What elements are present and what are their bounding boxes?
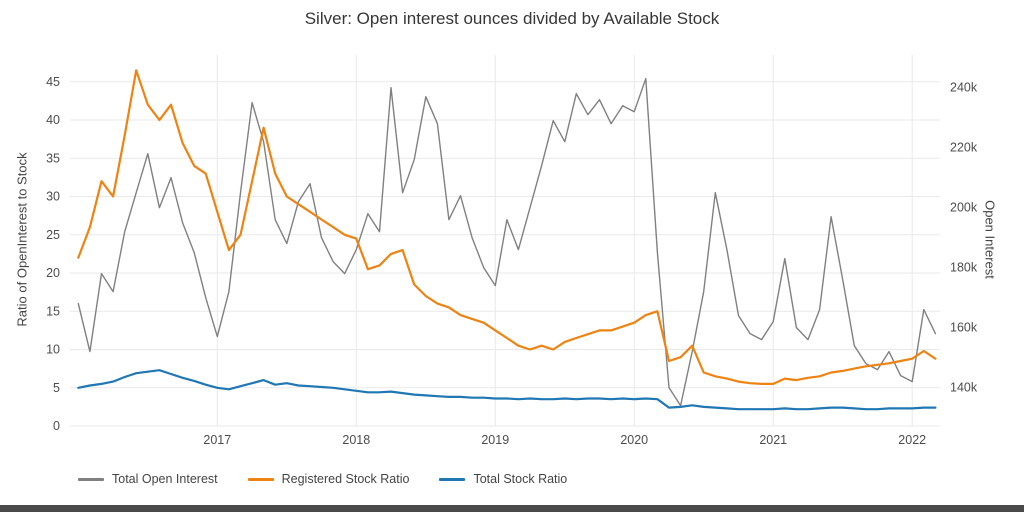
y-axis-left-tick-label: 30 [46,190,60,204]
bottom-edge [0,505,1024,512]
x-axis-tick-label: 2017 [203,433,231,447]
y-axis-left-tick-label: 45 [46,75,60,89]
series-line-total-open-interest [77,77,937,407]
y-axis-left-tick-label: 40 [46,113,60,127]
y-axis-right-tick-label: 240k [950,81,978,95]
legend-label: Registered Stock Ratio [281,472,410,486]
x-axis-tick-label: 2019 [481,433,509,447]
legend-swatch [439,477,466,481]
y-axis-right-tick-label: 160k [950,321,978,335]
legend-swatch [247,477,274,481]
x-axis-tick-label: 2021 [759,433,787,447]
legend-label: Total Stock Ratio [473,472,568,486]
y-axis-left-tick-label: 25 [46,228,60,242]
y-axis-left-tick-label: 10 [46,343,60,357]
legend-swatch [78,477,104,481]
legend-item-registered-stock-ratio[interactable]: Registered Stock Ratio [247,472,410,486]
y-axis-left-tick-label: 0 [53,419,60,433]
legend-label: Total Open Interest [112,472,218,486]
y-axis-left-tick-label: 20 [46,266,60,280]
y-axis-right-tick-label: 140k [950,381,978,395]
chart-title: Silver: Open interest ounces divided by … [304,9,720,28]
y-axis-right-tick-label: 200k [950,201,978,215]
x-axis-tick-label: 2022 [898,433,926,447]
legend-item-total-stock-ratio[interactable]: Total Stock Ratio [439,472,567,486]
x-axis-tick-label: 2018 [342,433,370,447]
y-axis-left-tick-label: 35 [46,151,60,165]
x-axis-tick-label: 2020 [620,433,648,447]
y-axis-right-tick-label: 180k [950,261,978,275]
series-line-registered-stock-ratio [77,69,937,385]
y-axis-left-tick-label: 15 [46,304,60,318]
y-axis-right-tick-label: 220k [950,141,978,155]
legend: Total Open Interest Registered Stock Rati… [78,472,567,486]
legend-item-total-open-interest[interactable]: Total Open Interest [78,472,218,486]
y-axis-left-tick-label: 5 [53,381,60,395]
series-line-total-stock-ratio [77,369,937,411]
